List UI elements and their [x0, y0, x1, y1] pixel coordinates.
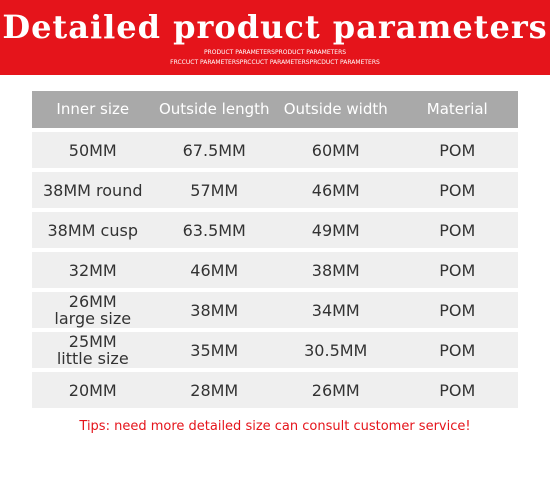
table-cell: 38MM cusp — [47, 220, 138, 240]
table-cell: 60MM — [311, 140, 360, 160]
table-cell: POM — [439, 140, 476, 160]
table-cell: 26MM — [311, 380, 360, 400]
table-row: 25MM little size 35MM 30.5MM POM — [32, 332, 518, 368]
table-cell: POM — [439, 380, 476, 400]
column-header: Outside width — [283, 100, 388, 118]
subtitle: PRODUCT PARAMETERSPRODUCT PARAMETERS — [203, 49, 347, 56]
table-cell: 49MM — [311, 220, 360, 240]
table-cell: 35MM — [190, 340, 239, 360]
table: Inner size Outside length Outside width Mat… — [32, 91, 518, 412]
table-cell: 26MM large size — [54, 292, 132, 328]
table-cell: 50MM — [68, 140, 117, 160]
table-cell: 38MM round — [42, 180, 143, 200]
table-cell: 20MM — [68, 380, 117, 400]
table-cell: 34MM — [311, 300, 360, 320]
table-cell: 63.5MM — [182, 220, 246, 240]
table-cell: 46MM — [190, 260, 239, 280]
table-cell: POM — [439, 300, 476, 320]
table-cell: 38MM — [190, 300, 239, 320]
table-cell: POM — [439, 180, 476, 200]
table-row: 38MM cusp 63.5MM 49MM POM — [32, 212, 518, 248]
table-cell: 32MM — [68, 260, 117, 280]
table-cell: 28MM — [190, 380, 239, 400]
title: Detailed product parameters — [2, 8, 548, 46]
subtitle: FRCCUCT PARAMETERSPRCCUCT PARAMETERSPRCD… — [170, 59, 380, 66]
header: Detailed product parameters PRODUCT PARA… — [0, 0, 550, 75]
table-cell: 67.5MM — [182, 140, 246, 160]
table-cell: POM — [439, 260, 476, 280]
table-row: 20MM 28MM 26MM POM — [32, 372, 518, 408]
table-row: 38MM round 57MM 46MM POM — [32, 172, 518, 208]
table-cell: 30.5MM — [304, 340, 368, 360]
table-cell: 46MM — [311, 180, 360, 200]
tips: Tips: need more detailed size can consul… — [79, 419, 471, 434]
table-row: 26MM large size 38MM 34MM POM — [32, 292, 518, 328]
table-cell: 25MM little size — [56, 332, 129, 368]
header-row: Inner size Outside length Outside width Mat… — [32, 91, 518, 128]
column-header: Material — [426, 100, 488, 118]
table-cell: 57MM — [190, 180, 239, 200]
column-header: Outside length — [158, 100, 270, 118]
column-header: Inner size — [56, 100, 130, 118]
table-cell: POM — [439, 340, 476, 360]
table-cell: 38MM — [311, 260, 360, 280]
table-row: 32MM 46MM 38MM POM — [32, 252, 518, 288]
table-cell: POM — [439, 220, 476, 240]
table-row: 50MM 67.5MM 60MM POM — [32, 132, 518, 168]
